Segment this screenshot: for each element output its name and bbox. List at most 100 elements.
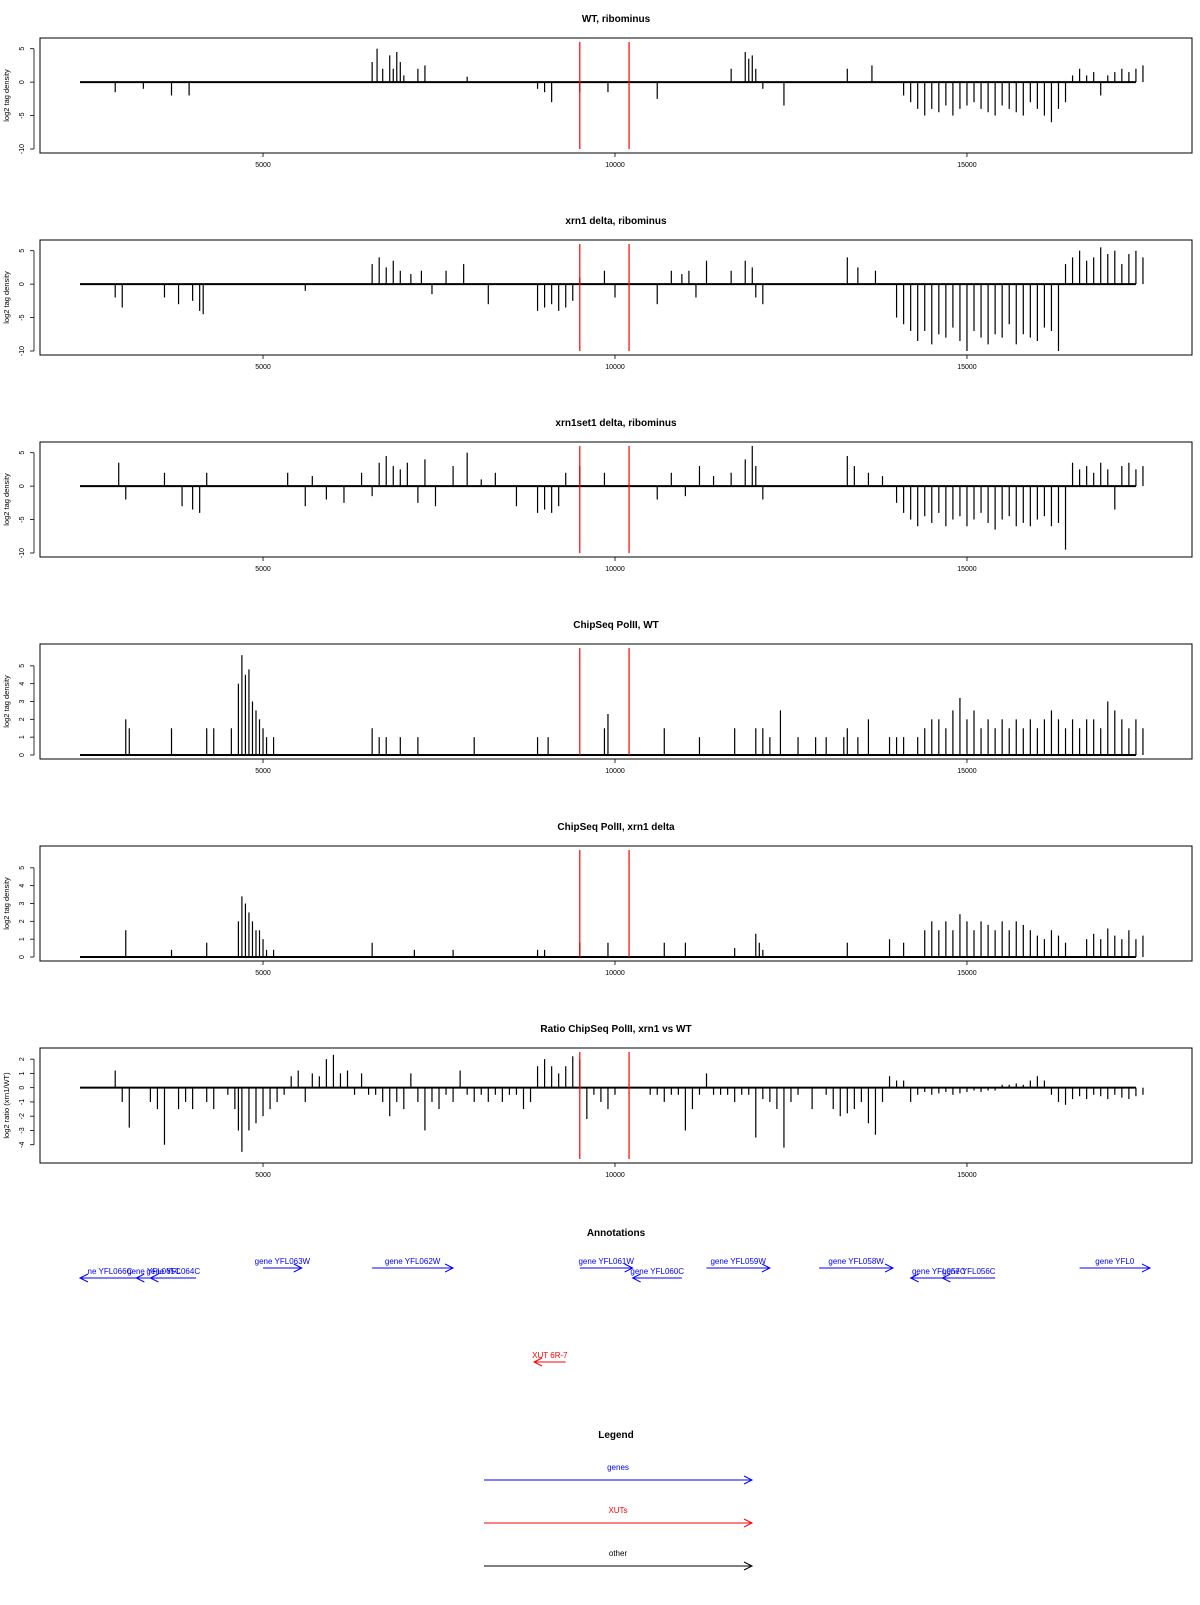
panel-title: xrn1 delta, ribominus: [565, 216, 667, 227]
y-tick-label: 1: [19, 1071, 26, 1075]
y-axis-label: log2 ratio (xrn1/WT): [2, 1072, 11, 1139]
y-axis-label: log2 tag density: [2, 877, 11, 930]
y-tick-label: 5: [19, 451, 26, 455]
y-tick-label: 5: [19, 47, 26, 51]
y-tick-label: 0: [19, 1086, 26, 1090]
y-axis-label: log2 tag density: [2, 473, 11, 526]
gene-label[interactable]: gene YFL064C: [146, 1267, 200, 1276]
y-tick-label: -2: [19, 1113, 26, 1119]
y-tick-label: 2: [19, 717, 26, 721]
gene-label[interactable]: gene YFL063W: [255, 1257, 311, 1266]
plot-box: [39, 239, 1193, 356]
legend-arrow-head: [743, 1518, 754, 1528]
gene-label[interactable]: gene YFL065C: [127, 1267, 181, 1276]
x-tick-label: 15000: [957, 768, 977, 775]
plot-box: [39, 441, 1193, 558]
x-tick-label: 15000: [957, 364, 977, 371]
x-tick-label: 10000: [605, 1172, 625, 1179]
x-tick-label: 10000: [605, 162, 625, 169]
y-tick-label: -10: [19, 548, 26, 558]
panel-5: ChipSeq PolII, xrn1 delta 0 1 2 3 4 5 log2 tag …: [2, 822, 1193, 977]
gene-arrow-head: [631, 1273, 641, 1283]
gene-arrow-head: [761, 1263, 771, 1273]
y-tick-label: -10: [19, 144, 26, 154]
panel-title: WT, ribominus: [582, 14, 651, 25]
gene-label[interactable]: gene YFL062W: [385, 1257, 441, 1266]
plot-box: [39, 845, 1193, 962]
gene-label[interactable]: gene YFL061W: [578, 1257, 634, 1266]
plot-box: [39, 37, 1193, 154]
y-tick-label: -3: [19, 1127, 26, 1133]
panel-3: xrn1set1 delta, ribominus -10 -5 0 5 log2 tag…: [2, 418, 1193, 573]
x-tick-label: 10000: [605, 768, 625, 775]
panel-1: WT, ribominus -10 -5 0 5 log2 tag density 5000…: [2, 14, 1193, 169]
legend: Legend genes XUTs other: [484, 1430, 754, 1571]
plot-box: [39, 643, 1193, 760]
x-tick-label: 15000: [957, 1172, 977, 1179]
y-tick-label: 2: [19, 1057, 26, 1061]
y-tick-label: 2: [19, 919, 26, 923]
panel-title: Ratio ChipSeq PolII, xrn1 vs WT: [540, 1024, 691, 1035]
gene-label[interactable]: gene YFL0: [1095, 1257, 1135, 1266]
legend-label: genes: [607, 1463, 629, 1472]
gene-label[interactable]: ne YFL066C: [88, 1267, 133, 1276]
y-tick-label: 4: [19, 682, 26, 686]
x-tick-label: 15000: [957, 970, 977, 977]
x-tick-label: 10000: [605, 364, 625, 371]
y-tick-label: -10: [19, 346, 26, 356]
y-tick-label: 5: [19, 664, 26, 668]
gene-arrow-head: [135, 1273, 145, 1283]
x-tick-label: 15000: [957, 566, 977, 573]
legend-label: XUTs: [608, 1506, 627, 1515]
panel-title: xrn1set1 delta, ribominus: [555, 418, 677, 429]
y-tick-label: 1: [19, 735, 26, 739]
y-tick-label: 0: [19, 753, 26, 757]
y-tick-label: 1: [19, 937, 26, 941]
x-tick-label: 5000: [255, 162, 271, 169]
legend-title: Legend: [598, 1430, 634, 1441]
gene-label[interactable]: gene YFL059W: [710, 1257, 766, 1266]
x-tick-label: 5000: [255, 1172, 271, 1179]
y-tick-label: 3: [19, 699, 26, 703]
gene-arrow-head: [149, 1273, 159, 1283]
y-tick-label: 0: [19, 484, 26, 488]
x-tick-label: 15000: [957, 162, 977, 169]
panel-4: ChipSeq PolII, WT 0 1 2 3 4 5 log2 tag density 5…: [2, 620, 1193, 775]
x-tick-label: 5000: [255, 768, 271, 775]
annotations-title: Annotations: [587, 1228, 646, 1239]
legend-arrow-head: [743, 1561, 754, 1571]
y-tick-label: 0: [19, 80, 26, 84]
xut-label[interactable]: XUT 6R-7: [532, 1351, 568, 1360]
gene-arrow-head: [624, 1263, 634, 1273]
gene-arrow-head: [293, 1263, 303, 1273]
y-tick-label: 0: [19, 282, 26, 286]
y-tick-label: -5: [19, 314, 26, 320]
y-tick-label: 5: [19, 249, 26, 253]
x-tick-label: 10000: [605, 970, 625, 977]
gene-label[interactable]: gene YFL058W: [828, 1257, 884, 1266]
plot-box: [39, 1047, 1193, 1164]
x-tick-label: 10000: [605, 566, 625, 573]
panel-2: xrn1 delta, ribominus -10 -5 0 5 log2 tag den…: [2, 216, 1193, 371]
gene-label[interactable]: gene YFL060C: [630, 1267, 684, 1276]
y-tick-label: 0: [19, 955, 26, 959]
panel-6: Ratio ChipSeq PolII, xrn1 vs WT -4 -3 -2 -1 0…: [2, 1024, 1193, 1179]
gene-arrow-head: [941, 1273, 951, 1283]
y-tick-label: 3: [19, 901, 26, 905]
legend-label: other: [609, 1549, 628, 1558]
y-tick-label: 4: [19, 884, 26, 888]
x-tick-label: 5000: [255, 364, 271, 371]
gene-label[interactable]: gene YFL057C: [912, 1267, 966, 1276]
gene-arrow-head: [444, 1263, 455, 1273]
y-tick-label: -5: [19, 112, 26, 118]
panel-title: ChipSeq PolII, xrn1 delta: [557, 822, 675, 833]
legend-arrow-head: [743, 1475, 754, 1485]
gene-label[interactable]: gene YFL056C: [942, 1267, 996, 1276]
gene-arrow-head: [1141, 1263, 1152, 1273]
gene-arrow-head: [78, 1273, 89, 1283]
y-axis-label: log2 tag density: [2, 675, 11, 728]
y-tick-label: -1: [19, 1099, 26, 1105]
y-axis-label: log2 tag density: [2, 271, 11, 324]
